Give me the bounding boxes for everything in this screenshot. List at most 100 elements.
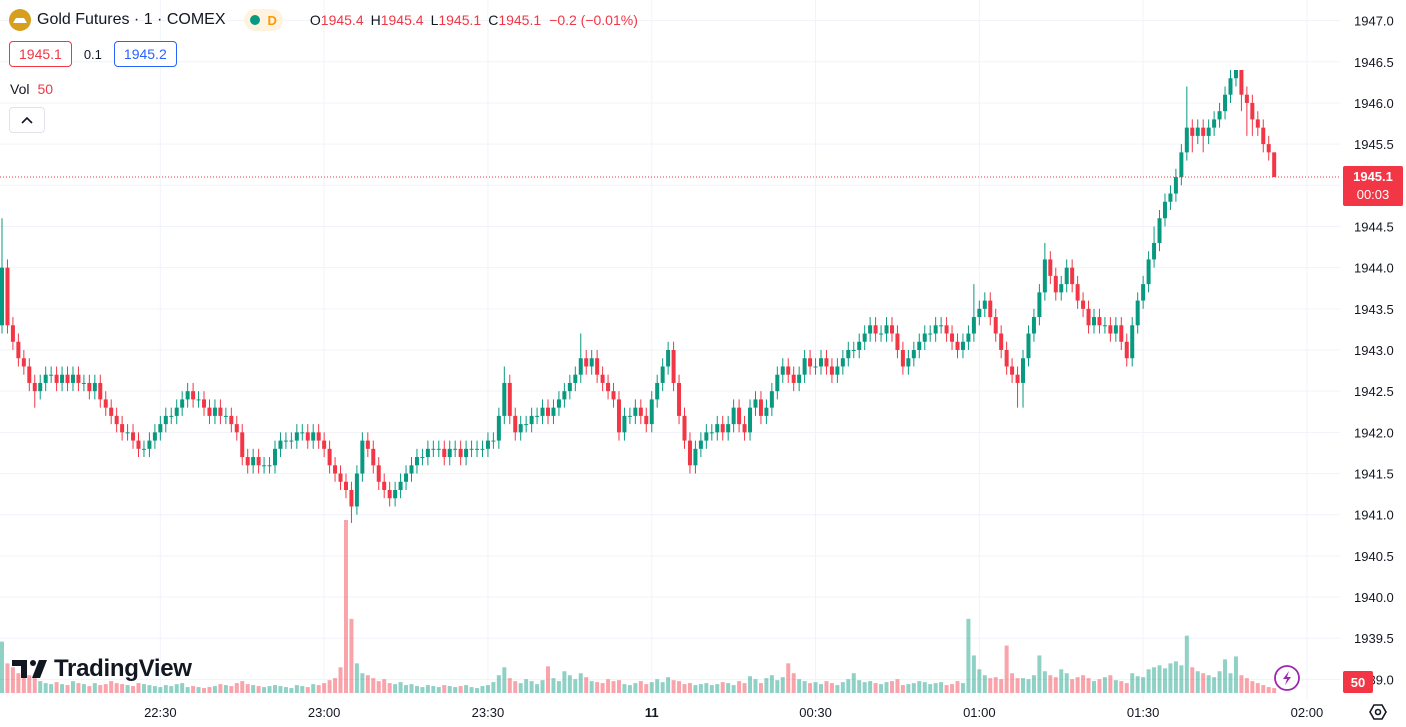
candle-body [1206, 127, 1211, 136]
volume-bar [464, 685, 469, 693]
volume-bar [819, 684, 823, 693]
volume-bar [229, 686, 234, 693]
candle-body [1102, 325, 1107, 327]
candle-body [322, 440, 327, 449]
brand-logo: TradingView [12, 655, 192, 683]
volume-bar [982, 675, 987, 693]
settings-icon [1369, 704, 1387, 720]
candle-body [207, 407, 212, 416]
collapse-button[interactable] [9, 107, 45, 133]
volume-bar [922, 682, 927, 693]
candle-body [70, 374, 75, 383]
volume-bar [316, 685, 321, 693]
volume-bar [649, 682, 654, 693]
candle-body [294, 432, 299, 441]
candle-body [775, 374, 780, 392]
volume-bar [163, 685, 168, 693]
volume-bar [606, 679, 611, 693]
candle-body [1119, 325, 1124, 342]
volume-bar [971, 655, 976, 693]
candle-body [354, 473, 359, 507]
volume-bar [1102, 677, 1107, 693]
candle-body [1168, 193, 1173, 202]
volume-bar [753, 679, 758, 693]
candle-body [1239, 70, 1244, 95]
volume-bar [1195, 671, 1200, 693]
volume-bar [933, 683, 938, 693]
candle-body [1064, 267, 1069, 285]
symbol-title[interactable]: Gold Futures · 1 · COMEX [37, 11, 226, 28]
volume-bar [393, 684, 398, 693]
candle-body [960, 341, 965, 350]
volume-pane [0, 520, 1277, 693]
volume-bar [311, 684, 316, 693]
volume-bar [496, 675, 501, 693]
candle-body [1255, 119, 1260, 128]
candle-body [180, 399, 185, 408]
ohlc-key: H [370, 12, 381, 28]
volume-bar [868, 681, 873, 693]
volume-bar [382, 679, 387, 693]
volume-bar [1201, 673, 1206, 693]
volume-bar [475, 688, 480, 693]
candle-body [835, 366, 840, 375]
volume-bar [578, 673, 583, 693]
volume-bar [687, 683, 692, 693]
candle-body [256, 457, 261, 466]
volume-bar [791, 673, 796, 693]
volume-bar [797, 679, 802, 693]
candle-body [1092, 317, 1096, 326]
candle-body [982, 300, 987, 309]
candle-body [546, 407, 550, 416]
x-tick-label: 01:00 [963, 705, 996, 720]
candle-body [1124, 341, 1129, 359]
candle-body [540, 407, 545, 416]
volume-bar [180, 683, 185, 693]
volume-bar [1010, 673, 1015, 693]
volume-bar [562, 671, 567, 693]
candle-body [611, 391, 616, 400]
volume-bar [60, 684, 65, 693]
y-tick-label: 1943.0 [1354, 343, 1394, 358]
candle-body [404, 473, 409, 482]
candle-body [889, 325, 894, 334]
candle-body [1021, 358, 1026, 383]
volume-bar [114, 683, 119, 693]
volume-bar [584, 677, 589, 693]
candle-body [1031, 317, 1036, 334]
countdown-label: 00:03 [1357, 187, 1390, 202]
candle-body [977, 308, 982, 318]
buy-button[interactable]: 1945.2 [113, 41, 177, 67]
volume-bar [70, 681, 75, 693]
candle-body [808, 358, 813, 367]
volume-bar [1004, 645, 1009, 693]
volume-bar [726, 683, 731, 693]
candle-body [305, 432, 310, 441]
candle-body [1201, 127, 1206, 136]
volume-bar [595, 682, 600, 693]
candle-body [98, 382, 103, 400]
sell-button[interactable]: 1945.1 [9, 41, 72, 67]
status-badges[interactable]: D [243, 9, 283, 31]
volume-bar [300, 686, 305, 693]
ohlc-key: L [430, 12, 439, 28]
candle-body [726, 424, 731, 433]
x-tick-label: 00:30 [799, 705, 832, 720]
volume-bar [5, 663, 10, 693]
volume-bar [365, 675, 370, 693]
y-tick-label: 1942.5 [1354, 384, 1394, 399]
candle-body [136, 440, 141, 449]
volume-bar [627, 685, 632, 693]
last-price-label: 1945.1 [1353, 169, 1393, 184]
candle-body [343, 481, 348, 490]
candle-body [32, 382, 37, 392]
volume-bar [556, 681, 561, 693]
candle-body [562, 391, 567, 400]
candle-body [1152, 242, 1157, 260]
volume-bar [1070, 679, 1075, 693]
volume-bar [616, 680, 621, 693]
alert-button[interactable] [1274, 665, 1300, 691]
volume-bar [333, 678, 338, 693]
settings-button[interactable] [1369, 704, 1387, 720]
